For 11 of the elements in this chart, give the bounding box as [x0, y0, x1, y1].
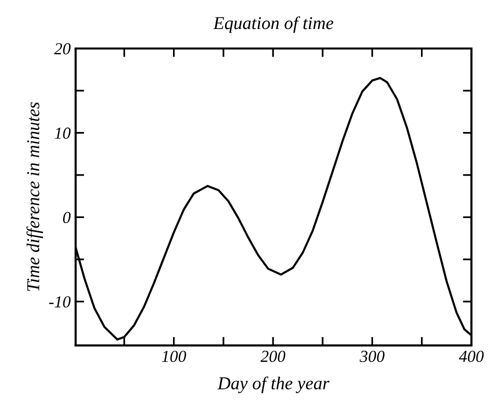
x-tick-label: 100	[162, 350, 186, 362]
y-tick-label: -10	[49, 296, 71, 308]
chart-title: Equation of time	[213, 16, 334, 33]
x-axis-title: Day of the year	[217, 376, 330, 394]
y-tick-label: 10	[54, 128, 71, 139]
y-tick-label: 0	[63, 212, 71, 224]
x-tick-label: 200	[260, 350, 286, 362]
y-axis-title: Time difference in minutes	[26, 102, 44, 291]
y-tick-label: 20	[54, 43, 71, 54]
x-tick-label: 400	[458, 350, 484, 362]
x-tick-label: 300	[360, 350, 385, 362]
